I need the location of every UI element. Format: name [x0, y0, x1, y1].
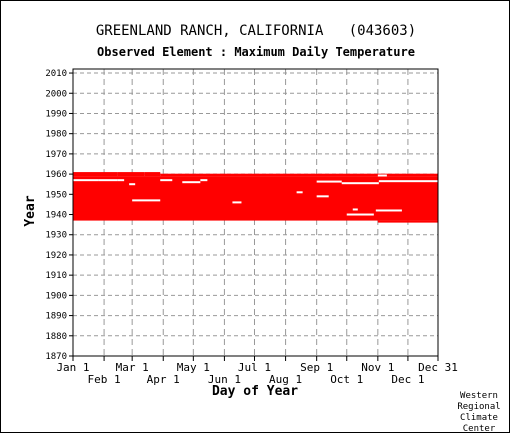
missing-data-gap	[160, 179, 173, 182]
data-record-bar	[73, 172, 118, 177]
y-tick-label: 1880	[45, 332, 67, 342]
credit-line: Climate	[460, 413, 498, 423]
missing-data-gap	[346, 213, 374, 216]
missing-data-gap	[132, 199, 161, 202]
x-tick-label: May 1	[177, 361, 210, 374]
missing-data-gap	[375, 209, 402, 212]
data-record-bar	[73, 176, 438, 221]
data-record-bar	[117, 172, 145, 177]
y-axis-ticks: 2010 2000 1990 1980 1970 1960 1950 1940 1930 1920…	[45, 69, 73, 362]
x-tick-label: Jul 1	[238, 361, 271, 374]
y-tick-label: 1940	[45, 211, 67, 221]
x-tick-label: Oct 1	[330, 373, 363, 386]
credit-line: Regional	[457, 402, 501, 412]
y-tick-label: 1950	[45, 190, 67, 200]
x-axis-label: Day of Year	[212, 384, 298, 399]
data-record-bar	[377, 220, 438, 223]
credit-line: Western	[460, 391, 498, 401]
x-tick-label: Mar 1	[116, 361, 149, 374]
missing-data-gap	[200, 179, 208, 182]
y-tick-label: 1890	[45, 312, 67, 322]
x-tick-label: Dec 1	[391, 373, 424, 386]
y-tick-label: 1910	[45, 271, 67, 281]
x-tick-label: Dec 31	[418, 361, 458, 374]
missing-data-gap	[341, 182, 379, 185]
x-tick-label: Jan 1	[56, 361, 89, 374]
y-tick-label: 2010	[45, 69, 67, 79]
data-records	[73, 172, 438, 223]
missing-data-gap	[129, 183, 136, 186]
data-record-bar	[160, 173, 438, 177]
y-tick-label: 1960	[45, 170, 67, 180]
data-record-bar	[144, 172, 161, 177]
x-tick-label: Jun 1	[208, 373, 241, 386]
missing-data-gap	[73, 179, 99, 182]
missing-data-gap	[316, 180, 342, 183]
missing-data-gap	[98, 179, 118, 182]
x-tick-label: Feb 1	[88, 373, 121, 386]
missing-data-gap	[316, 195, 329, 198]
missing-data-gap	[117, 179, 125, 182]
y-tick-label: 1920	[45, 251, 67, 261]
x-tick-label: Aug 1	[269, 373, 302, 386]
missing-data-gap	[352, 208, 358, 211]
x-tick-label: Apr 1	[147, 373, 180, 386]
missing-data-gap	[296, 191, 303, 194]
y-tick-label: 1980	[45, 130, 67, 140]
y-tick-label: 1900	[45, 291, 67, 301]
plot-border	[72, 68, 439, 357]
missing-data-gap	[232, 201, 242, 204]
credit-line: Center	[462, 424, 496, 433]
x-tick-label: Sep 1	[300, 361, 333, 374]
y-tick-label: 1870	[45, 352, 67, 362]
y-axis-label: Year	[23, 195, 38, 226]
x-tick-label: Nov 1	[361, 361, 394, 374]
missing-data-gap	[377, 174, 387, 177]
chart-title: GREENLAND RANCH, CALIFORNIA (043603)	[95, 23, 417, 39]
y-tick-label: 1990	[45, 109, 67, 119]
y-tick-label: 2000	[45, 89, 67, 99]
data-gaps	[73, 174, 438, 216]
missing-data-gap	[378, 180, 438, 183]
missing-data-gap	[182, 181, 201, 184]
x-axis-ticks: Jan 1 Mar 1 May 1 Jul 1 Sep 1 Nov 1 Dec 31 Feb …	[56, 356, 458, 386]
y-tick-label: 1930	[45, 231, 67, 241]
chart-subtitle: Observed Element : Maximum Daily Tempera…	[97, 45, 415, 59]
y-tick-label: 1970	[45, 150, 67, 160]
wrcc-credit: Western Regional Climate Center	[449, 391, 509, 433]
